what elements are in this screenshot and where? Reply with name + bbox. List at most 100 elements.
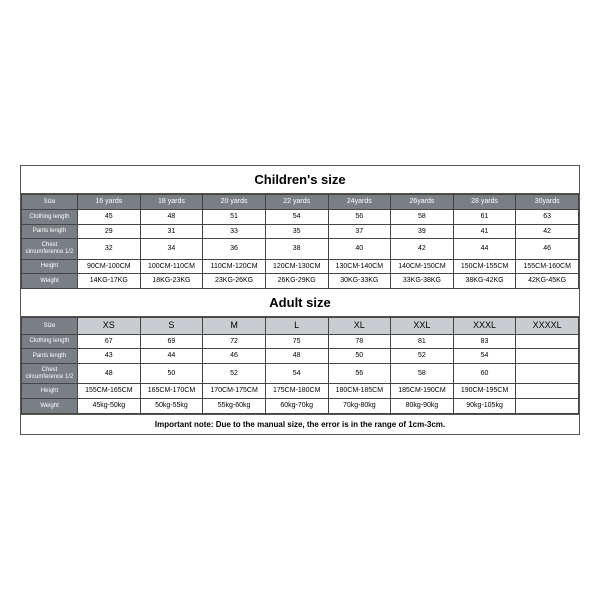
cell: 50kg-55kg: [140, 399, 203, 414]
cell: 83: [453, 334, 516, 349]
cell: 78: [328, 334, 391, 349]
cell: 51: [203, 209, 266, 224]
children-col-8: 30yards: [516, 195, 579, 210]
adult-col-8: XXXXL: [516, 317, 579, 334]
cell: 58: [391, 209, 454, 224]
cell: 110CM-120CM: [203, 259, 266, 274]
cell: 185CM-190CM: [391, 384, 454, 399]
cell: 38: [265, 239, 328, 259]
cell: 56: [328, 209, 391, 224]
cell: 46: [516, 239, 579, 259]
table-row: Pants length 29 31 33 35 37 39 41 42: [22, 224, 579, 239]
cell: 54: [453, 349, 516, 364]
adult-title: Adult size: [21, 289, 579, 317]
children-col-4: 22 yards: [265, 195, 328, 210]
cell: 67: [78, 334, 141, 349]
adult-table: Size XS S M L XL XXL XXXL XXXXL Clothing…: [21, 317, 579, 414]
cell: 69: [140, 334, 203, 349]
table-row: Height 90CM-100CM 100CM-110CM 110CM-120C…: [22, 259, 579, 274]
children-title: Children's size: [21, 166, 579, 194]
cell: 56: [328, 364, 391, 384]
cell: 175CM-180CM: [265, 384, 328, 399]
cell: 130CM-140CM: [328, 259, 391, 274]
cell: 150CM-155CM: [453, 259, 516, 274]
cell: 155CM-165CM: [78, 384, 141, 399]
cell: 70kg-80kg: [328, 399, 391, 414]
cell: 155CM-160CM: [516, 259, 579, 274]
cell: 120CM-130CM: [265, 259, 328, 274]
cell: [516, 334, 579, 349]
cell: 36: [203, 239, 266, 259]
cell: 33KG-38KG: [391, 274, 454, 289]
cell: 38KG-42KG: [453, 274, 516, 289]
cell: 52: [391, 349, 454, 364]
adult-col-7: XXXL: [453, 317, 516, 334]
cell: 33: [203, 224, 266, 239]
cell: 40: [328, 239, 391, 259]
cell: 90kg-105kg: [453, 399, 516, 414]
cell: 75: [265, 334, 328, 349]
cell: 29: [78, 224, 141, 239]
children-table: Size 16 yards 18 yards 20 yards 22 yards…: [21, 194, 579, 289]
cell: 180CM-185CM: [328, 384, 391, 399]
cell: 42KG-45KG: [516, 274, 579, 289]
adult-col-1: XS: [78, 317, 141, 334]
row-label: Weight: [22, 274, 78, 289]
table-row: Chest circumference 1/2 32 34 36 38 40 4…: [22, 239, 579, 259]
cell: 35: [265, 224, 328, 239]
cell: 44: [140, 349, 203, 364]
cell: 63: [516, 209, 579, 224]
children-col-2: 18 yards: [140, 195, 203, 210]
cell: 42: [516, 224, 579, 239]
row-label: Height: [22, 384, 78, 399]
row-label: Pants length: [22, 224, 78, 239]
cell: 45kg-50kg: [78, 399, 141, 414]
row-label: Clothing length: [22, 334, 78, 349]
table-row: Height 155CM-165CM 165CM-170CM 170CM-175…: [22, 384, 579, 399]
cell: 46: [203, 349, 266, 364]
cell: 26KG-29KG: [265, 274, 328, 289]
cell: 100CM-110CM: [140, 259, 203, 274]
children-col-1: 16 yards: [78, 195, 141, 210]
cell: 48: [265, 349, 328, 364]
adult-col-4: L: [265, 317, 328, 334]
cell: 52: [203, 364, 266, 384]
cell: 54: [265, 364, 328, 384]
row-label: Chest circumference 1/2: [22, 364, 78, 384]
cell: 18KG-23KG: [140, 274, 203, 289]
cell: 50: [140, 364, 203, 384]
cell: 31: [140, 224, 203, 239]
cell: 58: [391, 364, 454, 384]
children-col-7: 28 yards: [453, 195, 516, 210]
cell: 39: [391, 224, 454, 239]
row-label: Chest circumference 1/2: [22, 239, 78, 259]
children-col-6: 26yards: [391, 195, 454, 210]
cell: 72: [203, 334, 266, 349]
cell: 61: [453, 209, 516, 224]
cell: 48: [140, 209, 203, 224]
children-col-5: 24yards: [328, 195, 391, 210]
cell: 190CM-195CM: [453, 384, 516, 399]
cell: 140CM-150CM: [391, 259, 454, 274]
size-chart-sheet: Children's size Size 16 yards 18 yards 2…: [20, 165, 580, 434]
cell: 30KG-33KG: [328, 274, 391, 289]
cell: 54: [265, 209, 328, 224]
cell: 50: [328, 349, 391, 364]
adult-col-5: XL: [328, 317, 391, 334]
cell: 170CM-175CM: [203, 384, 266, 399]
cell: 45: [78, 209, 141, 224]
cell: [516, 399, 579, 414]
table-row: Pants length 43 44 46 48 50 52 54: [22, 349, 579, 364]
cell: 81: [391, 334, 454, 349]
row-label: Clothing length: [22, 209, 78, 224]
children-col-3: 20 yards: [203, 195, 266, 210]
adult-col-3: M: [203, 317, 266, 334]
cell: 60: [453, 364, 516, 384]
table-row: Chest circumference 1/2 48 50 52 54 56 5…: [22, 364, 579, 384]
cell: 43: [78, 349, 141, 364]
cell: 41: [453, 224, 516, 239]
table-row: Clothing length 45 48 51 54 56 58 61 63: [22, 209, 579, 224]
cell: 37: [328, 224, 391, 239]
cell: [516, 349, 579, 364]
children-header-row: Size 16 yards 18 yards 20 yards 22 yards…: [22, 195, 579, 210]
